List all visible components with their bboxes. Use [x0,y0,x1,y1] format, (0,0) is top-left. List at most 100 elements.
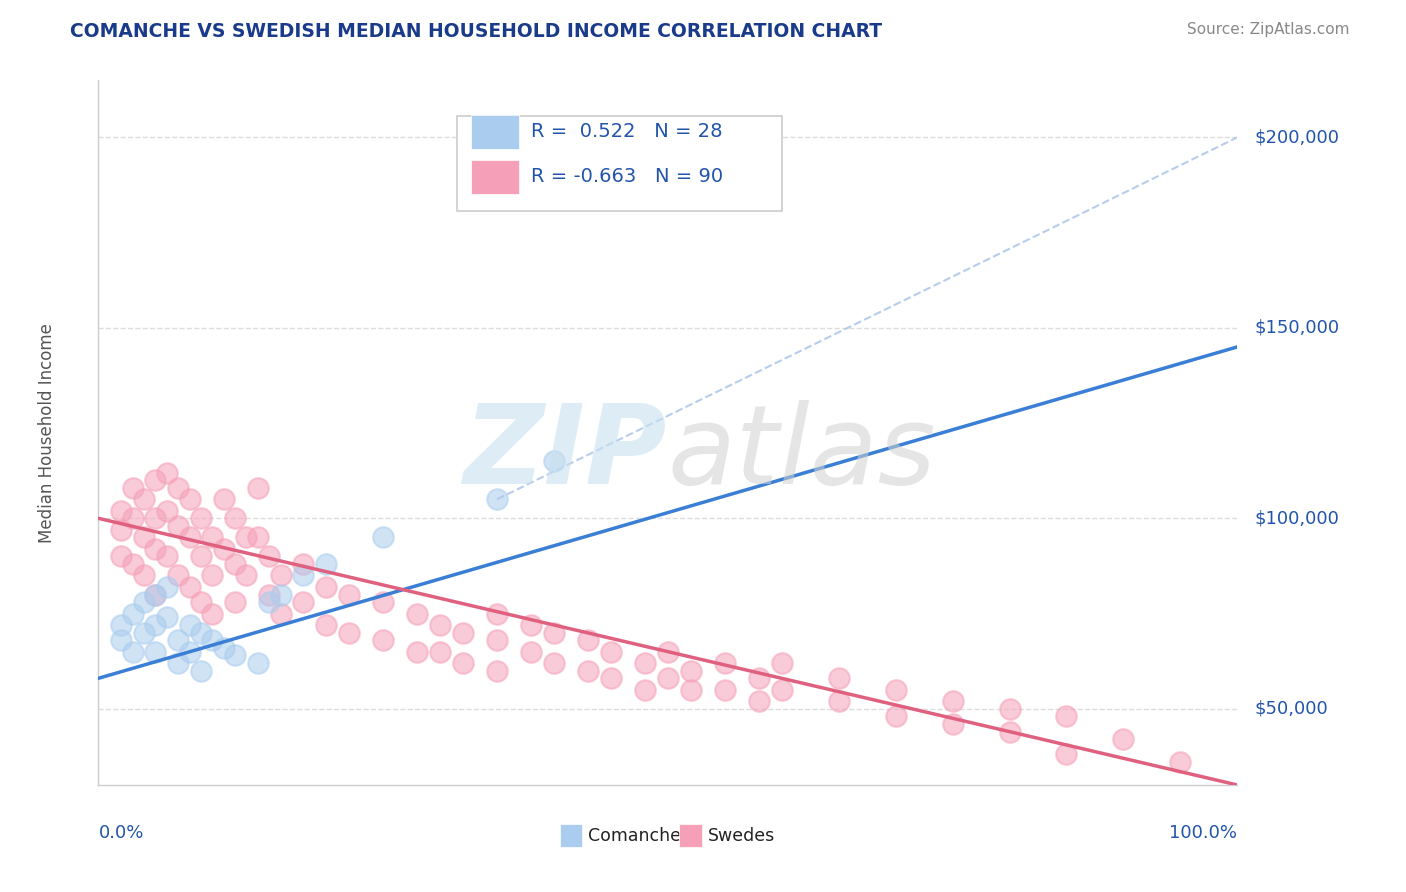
Text: Median Household Income: Median Household Income [38,323,56,542]
Point [190,511,212,525]
Point [884,709,907,723]
Point [167,633,190,648]
Point [167,656,190,670]
Point [179,580,201,594]
Point [246,656,269,670]
Text: Swedes: Swedes [707,827,775,845]
Point [212,640,235,655]
FancyBboxPatch shape [679,824,702,847]
Point [121,511,143,525]
Point [998,724,1021,739]
Point [201,530,224,544]
Point [224,557,246,571]
Point [748,694,770,708]
Point [145,511,167,525]
Point [714,682,737,697]
Point [486,664,509,678]
Text: ZIP: ZIP [464,401,668,508]
Point [145,473,167,487]
Point [292,557,315,571]
Point [543,454,565,468]
Point [246,481,269,495]
Point [259,595,281,609]
Point [828,671,851,685]
Point [634,656,657,670]
Point [429,645,451,659]
Point [121,481,143,495]
Text: $100,000: $100,000 [1254,509,1340,527]
Point [156,610,179,624]
Point [451,625,474,640]
Point [406,645,429,659]
Point [486,492,509,507]
Point [429,618,451,632]
Point [942,694,965,708]
Point [179,645,201,659]
Point [224,595,246,609]
Point [156,580,179,594]
Point [657,671,679,685]
Point [406,607,429,621]
Point [179,618,201,632]
Text: Source: ZipAtlas.com: Source: ZipAtlas.com [1187,22,1350,37]
Point [770,682,793,697]
Point [679,664,702,678]
Point [110,504,132,518]
Point [315,557,337,571]
Point [259,587,281,601]
Point [179,492,201,507]
Point [748,671,770,685]
Point [1054,747,1078,762]
Point [998,702,1021,716]
Point [156,549,179,564]
Point [201,607,224,621]
Point [145,618,167,632]
Point [270,568,292,582]
Point [110,618,132,632]
Point [486,633,509,648]
FancyBboxPatch shape [471,160,519,194]
Point [1112,732,1135,747]
Point [167,519,190,533]
Point [156,504,179,518]
Point [371,633,394,648]
Point [121,607,143,621]
Point [371,530,394,544]
Text: $200,000: $200,000 [1254,128,1340,146]
Point [1054,709,1078,723]
FancyBboxPatch shape [457,116,782,211]
Text: 100.0%: 100.0% [1170,823,1237,842]
Point [235,568,257,582]
Point [190,595,212,609]
Point [224,648,246,663]
Point [679,682,702,697]
Point [576,664,599,678]
Point [600,671,623,685]
FancyBboxPatch shape [471,115,519,149]
Point [145,541,167,556]
Point [714,656,737,670]
Text: COMANCHE VS SWEDISH MEDIAN HOUSEHOLD INCOME CORRELATION CHART: COMANCHE VS SWEDISH MEDIAN HOUSEHOLD INC… [70,22,883,41]
Point [270,587,292,601]
Point [190,549,212,564]
Point [543,625,565,640]
Point [190,625,212,640]
Point [634,682,657,697]
Point [110,549,132,564]
Point [145,587,167,601]
Point [121,557,143,571]
Point [576,633,599,648]
Point [600,645,623,659]
Point [1170,755,1192,769]
Point [212,541,235,556]
Point [201,633,224,648]
Point [292,568,315,582]
Point [121,645,143,659]
Point [246,530,269,544]
Point [337,625,360,640]
Point [145,645,167,659]
Point [145,587,167,601]
Point [132,492,155,507]
Point [110,633,132,648]
Text: Comanche: Comanche [588,827,681,845]
